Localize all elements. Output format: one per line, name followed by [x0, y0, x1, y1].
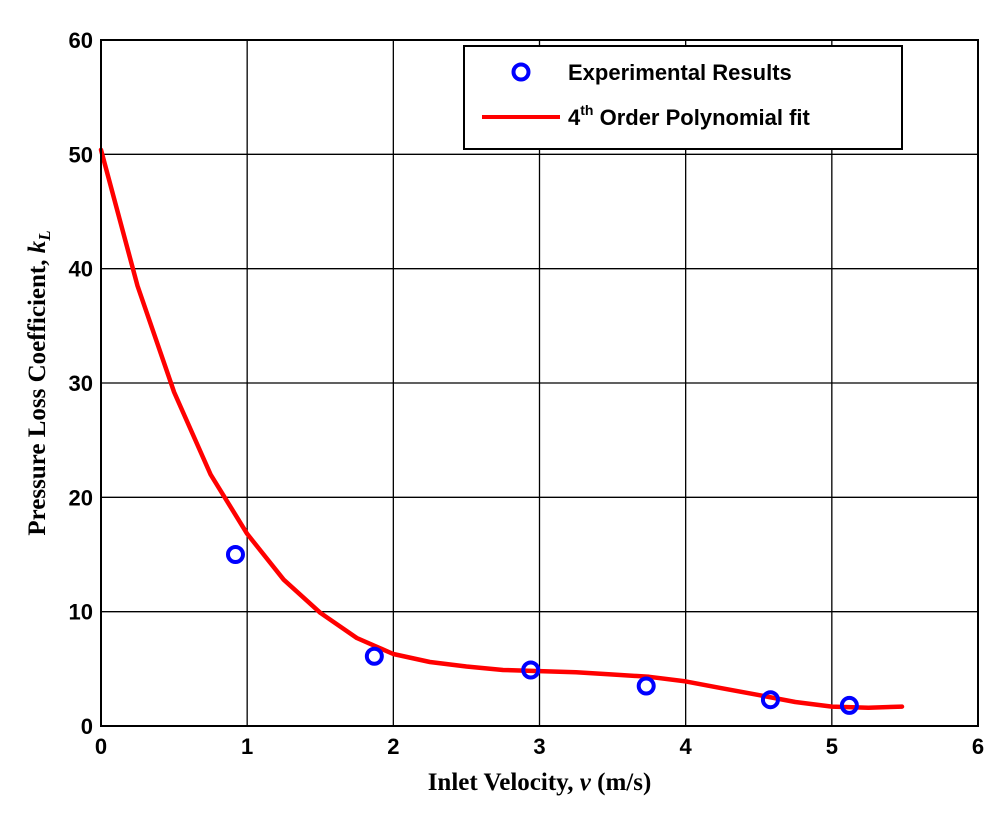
x-tick-labels: 0 1 2 3 4 5 6 — [95, 734, 984, 759]
legend-label-fit-base: 4 — [568, 105, 581, 130]
y-axis-label-var: k — [24, 240, 51, 253]
y-axis-label-sub: L — [35, 230, 54, 241]
x-axis-label: Inlet Velocity, v (m/s) — [428, 769, 652, 796]
x-tick-label: 5 — [826, 734, 838, 759]
y-tick-label: 50 — [69, 142, 93, 167]
y-axis-label-prefix: Pressure Loss Coefficient, — [24, 253, 51, 535]
y-tick-label: 40 — [69, 257, 93, 282]
x-axis-label-prefix: Inlet Velocity, — [428, 769, 580, 796]
fit-line — [98, 147, 905, 710]
data-point — [839, 695, 859, 715]
legend-marker-experimental — [511, 62, 531, 82]
x-tick-label: 6 — [972, 734, 984, 759]
y-axis-label: Pressure Loss Coefficient, kL — [24, 230, 54, 535]
x-axis-label-suffix: (m/s) — [591, 769, 651, 796]
x-tick-label: 1 — [241, 734, 253, 759]
x-axis-label-var: v — [580, 769, 592, 796]
x-tick-label: 0 — [95, 734, 107, 759]
x-tick-label: 3 — [533, 734, 545, 759]
fit-line-series — [98, 147, 905, 710]
plot-frame — [100, 39, 979, 727]
y-tick-label: 10 — [69, 600, 93, 625]
legend-label-fit-rest: Order Polynomial fit — [593, 105, 810, 130]
legend-box — [463, 45, 903, 150]
experimental-markers — [225, 545, 859, 715]
y-tick-labels: 0 10 20 30 40 50 60 — [69, 28, 93, 739]
y-tick-label: 60 — [69, 28, 93, 53]
legend-label-fit-sup: th — [580, 102, 593, 118]
data-point — [760, 690, 780, 710]
legend-label-fit: 4th Order Polynomial fit — [568, 102, 811, 130]
x-tick-label: 4 — [680, 734, 693, 759]
legend: Experimental Results 4th Order Polynomia… — [463, 45, 903, 150]
data-point — [364, 646, 384, 666]
y-tick-label: 0 — [81, 714, 93, 739]
data-point — [521, 660, 541, 680]
legend-label-experimental: Experimental Results — [568, 60, 792, 85]
y-tick-label: 20 — [69, 485, 93, 510]
data-point — [636, 676, 656, 696]
x-tick-label: 2 — [387, 734, 399, 759]
data-point — [225, 545, 245, 564]
y-tick-label: 30 — [69, 371, 93, 396]
